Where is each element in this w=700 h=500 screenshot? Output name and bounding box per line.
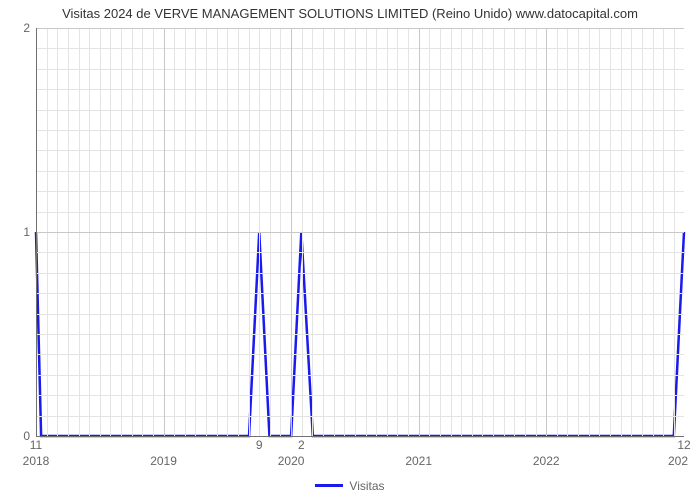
gridline-h-minor — [36, 171, 684, 172]
y-axis-line — [36, 28, 37, 436]
x-axis-line — [36, 436, 684, 437]
legend: Visitas — [0, 478, 700, 493]
gridline-h-minor — [36, 375, 684, 376]
gridline-h-minor — [36, 89, 684, 90]
gridline-h-minor — [36, 130, 684, 131]
gridline-h-minor — [36, 191, 684, 192]
gridline-h-minor — [36, 110, 684, 111]
gridline-h-minor — [36, 354, 684, 355]
bottom-small-label: 12 — [677, 438, 690, 452]
gridline-h-major — [36, 232, 684, 233]
gridline-h-major — [36, 28, 684, 29]
gridline-h-minor — [36, 395, 684, 396]
chart-container: Visitas 2024 de VERVE MANAGEMENT SOLUTIO… — [0, 0, 700, 500]
gridline-h-minor — [36, 293, 684, 294]
bottom-small-label: 2 — [298, 438, 305, 452]
plot-area: 01220182019202020212022202119212 — [36, 28, 684, 436]
gridline-h-minor — [36, 69, 684, 70]
gridline-h-minor — [36, 314, 684, 315]
x-tick-label: 202 — [668, 454, 688, 468]
x-tick-label: 2018 — [23, 454, 50, 468]
gridline-v-major — [546, 28, 547, 436]
bottom-small-label: 11 — [30, 438, 42, 452]
x-tick-label: 2022 — [533, 454, 560, 468]
legend-label: Visitas — [349, 479, 384, 493]
gridline-h-minor — [36, 334, 684, 335]
gridline-h-minor — [36, 150, 684, 151]
gridline-v-major — [419, 28, 420, 436]
gridline-h-minor — [36, 212, 684, 213]
gridline-v-major — [164, 28, 165, 436]
y-tick-label: 2 — [23, 21, 30, 35]
x-tick-label: 2021 — [405, 454, 432, 468]
gridline-h-minor — [36, 273, 684, 274]
gridline-v-major — [291, 28, 292, 436]
bottom-small-label: 9 — [256, 438, 263, 452]
legend-swatch — [315, 484, 343, 487]
y-tick-label: 1 — [23, 225, 30, 239]
gridline-h-minor — [36, 416, 684, 417]
chart-title: Visitas 2024 de VERVE MANAGEMENT SOLUTIO… — [0, 6, 700, 21]
gridline-h-minor — [36, 252, 684, 253]
gridline-h-minor — [36, 48, 684, 49]
x-tick-label: 2020 — [278, 454, 305, 468]
x-tick-label: 2019 — [150, 454, 177, 468]
